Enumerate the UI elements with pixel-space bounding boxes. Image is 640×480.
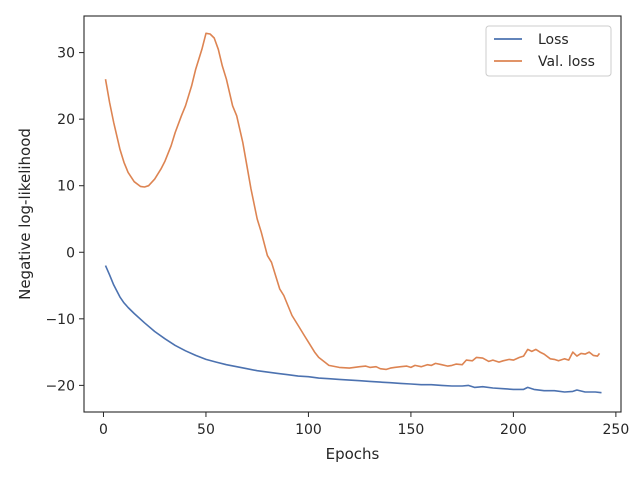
legend-label: Loss	[538, 32, 569, 48]
y-tick-label: −10	[45, 312, 75, 328]
x-tick-label: 50	[197, 422, 215, 438]
y-tick-label: 10	[57, 179, 75, 195]
x-axis-ticks: 0 50 100 150 200 250	[99, 412, 629, 438]
x-tick-label: 100	[295, 422, 322, 438]
x-tick-label: 250	[603, 422, 630, 438]
plot-frame	[83, 15, 622, 413]
series-line-val-loss	[104, 32, 601, 371]
y-tick-label: 20	[57, 112, 75, 128]
legend-label: Val. loss	[538, 54, 595, 70]
legend: Loss Val. loss	[485, 25, 612, 77]
x-tick-label: 200	[500, 422, 527, 438]
y-tick-label: −20	[45, 378, 75, 394]
x-axis-label: Epochs	[326, 445, 380, 463]
x-tick-label: 0	[99, 422, 108, 438]
y-tick-label: 30	[57, 46, 75, 62]
y-tick-label: 0	[66, 245, 75, 261]
series-line-loss	[104, 265, 602, 394]
x-tick-label: 150	[398, 422, 425, 438]
y-axis-label: Negative log-likelihood	[16, 128, 34, 300]
series-layer	[104, 32, 602, 394]
plot-area	[83, 15, 622, 413]
y-axis-ticks: −20 −10 0 10 20 30	[45, 46, 84, 394]
